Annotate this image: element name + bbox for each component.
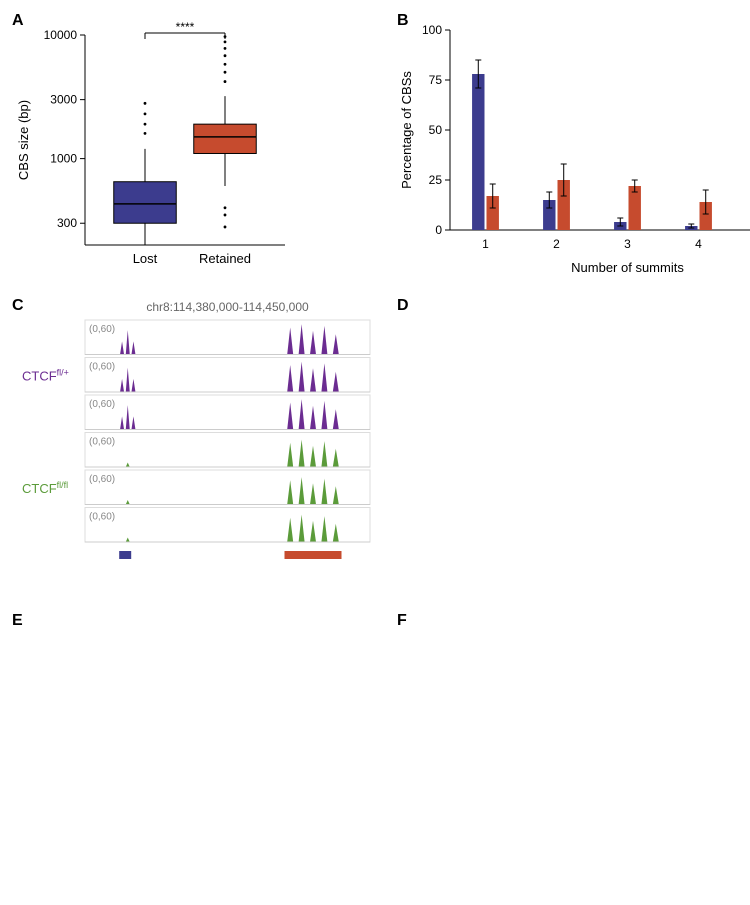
chart-e (10, 610, 300, 890)
svg-text:1: 1 (482, 237, 489, 251)
svg-text:(0,60): (0,60) (89, 399, 115, 410)
panel-a: A 300 1000 3000 10000 CBS size (bp) Lost Retai… (10, 10, 380, 285)
svg-text:chr8:114,380,000-114,450,000: chr8:114,380,000-114,450,000 (146, 300, 309, 314)
svg-text:4: 4 (695, 237, 702, 251)
svg-text:2: 2 (553, 237, 560, 251)
svg-text:25: 25 (429, 173, 443, 187)
svg-text:CBS size (bp): CBS size (bp) (16, 100, 31, 180)
svg-text:10000: 10000 (44, 28, 78, 42)
svg-text:300: 300 (57, 216, 77, 230)
svg-text:1000: 1000 (50, 152, 77, 166)
svg-text:Percentage of CBSs: Percentage of CBSs (399, 71, 414, 189)
svg-text:Lost: Lost (133, 251, 158, 266)
svg-text:0: 0 (435, 223, 442, 237)
svg-text:75: 75 (429, 73, 443, 87)
panel-e: E (10, 610, 380, 895)
svg-text:Retained: Retained (199, 251, 251, 266)
chart-f (395, 610, 750, 890)
panel-c: C chr8:114,380,000-114,450,000 (0,60) (0,6… (10, 295, 380, 600)
svg-text:(0,60): (0,60) (89, 362, 115, 373)
svg-text:(0,60): (0,60) (89, 474, 115, 485)
panel-label-b: B (397, 12, 409, 30)
svg-text:Number of summits: Number of summits (571, 260, 684, 275)
panel-label-f: F (397, 612, 407, 630)
svg-text:(0,60): (0,60) (89, 437, 115, 448)
svg-text:****: **** (176, 20, 195, 34)
svg-text:(0,60): (0,60) (89, 324, 115, 335)
panel-label-e: E (12, 612, 23, 630)
svg-text:3: 3 (624, 237, 631, 251)
svg-text:100: 100 (422, 23, 442, 37)
panel-label-a: A (12, 12, 24, 30)
panel-f: F (395, 610, 750, 895)
chart-d (395, 295, 705, 595)
panel-label-d: D (397, 297, 409, 315)
panel-d: D (395, 295, 750, 600)
panel-label-c: C (12, 297, 24, 315)
chart-c: chr8:114,380,000-114,450,000 (0,60) (0,60)… (10, 295, 380, 595)
svg-text:CTCFfl/+: CTCFfl/+ (22, 367, 69, 383)
svg-text:CTCFfl/fl: CTCFfl/fl (22, 480, 68, 496)
svg-text:3000: 3000 (50, 93, 77, 107)
chart-a: 300 1000 3000 10000 CBS size (bp) Lost Retaine… (10, 10, 300, 280)
svg-text:(0,60): (0,60) (89, 512, 115, 523)
chart-b: 0255075100Percentage of CBSs1234≥5Number… (395, 10, 750, 280)
panel-b: B 0255075100Percentage of CBSs1234≥5Numb… (395, 10, 750, 285)
svg-text:50: 50 (429, 123, 443, 137)
